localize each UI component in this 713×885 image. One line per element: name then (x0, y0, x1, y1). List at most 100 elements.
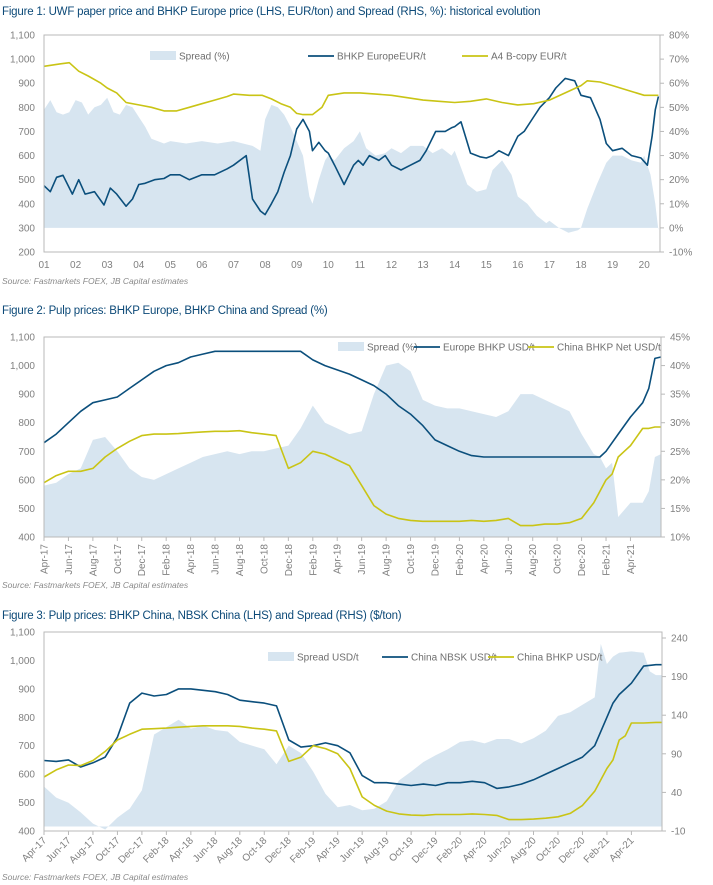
series-line-china-nbsk-usd-t (43, 663, 662, 790)
x-tick-label: Dec-18 (263, 835, 294, 866)
x-tick-label: 14 (449, 260, 461, 271)
x-tick-label: Aug-18 (235, 544, 246, 577)
x-tick-label: 13 (418, 260, 430, 271)
x-tick-label: Oct-17 (113, 544, 124, 574)
x-tick-label: 19 (607, 260, 619, 271)
plot-area-border (43, 631, 663, 832)
x-tick-label: Dec-20 (557, 835, 588, 866)
x-tick-label: 01 (38, 260, 50, 271)
x-tick-label: 09 (291, 260, 303, 271)
figure-3-chart: 400 500 600 700 800 900 1,000 1,100 -10 40 90 140 19… (10, 628, 688, 866)
x-tick-label: 08 (260, 260, 272, 271)
y2-tick-label: 30% (669, 151, 689, 162)
y-tick-label: 600 (18, 151, 35, 162)
x-tick-label: 05 (165, 260, 177, 271)
y-tick-label: 500 (18, 175, 35, 186)
series-area-spread-usd-t (44, 643, 662, 830)
y2-tick-label: 10% (669, 199, 689, 210)
x-tick-label: Feb-19 (308, 544, 319, 576)
y2-tick-label: 90 (671, 749, 683, 760)
x-tick-label: 18 (575, 260, 587, 271)
y-tick-label: 400 (18, 533, 35, 544)
y2-tick-label: 10% (670, 533, 690, 544)
x-tick-label: 12 (386, 260, 398, 271)
x-tick-label: Jun-17 (64, 544, 75, 575)
legend-label: Europe BHKP USD/t (443, 343, 535, 354)
x-tick-label: Apr-21 (626, 544, 637, 574)
y2-tick-label: -10 (671, 827, 686, 838)
y-tick-label: 700 (18, 127, 35, 138)
series-line-china-bhkp-usd-t (43, 721, 662, 821)
x-tick-label: Apr-18 (167, 835, 196, 864)
x-tick-label: Oct-19 (406, 544, 417, 574)
legend-label: China NBSK USD/t (411, 653, 497, 664)
y2-tick-label: 20% (670, 475, 690, 486)
y-tick-label: 1,000 (10, 361, 35, 372)
series-area-spread (44, 97, 659, 233)
x-tick-label: Apr-18 (186, 544, 197, 574)
x-tick-label: Apr-17 (20, 835, 49, 864)
series-line-a4-b-copy-eur-t (43, 61, 659, 116)
y2-tick-label: 140 (671, 711, 688, 722)
x-tick-label: Aug-20 (508, 835, 539, 866)
y2-tick-label: 50% (669, 103, 689, 114)
x-tick-label: 07 (228, 260, 240, 271)
y2-tick-label: 60% (669, 79, 689, 90)
legend-label: Spread (%) (367, 343, 418, 354)
y2-tick-label: 40% (669, 127, 689, 138)
x-tick-label: 02 (70, 260, 82, 271)
y-tick-label: 200 (18, 248, 35, 259)
legend-label: BHKP EuropeEUR/t (337, 52, 426, 63)
x-tick-label: Apr-19 (333, 544, 344, 574)
legend-label: China BHKP Net USD/t (557, 343, 661, 354)
legend-swatch-spread (268, 652, 294, 661)
y-tick-label: 700 (18, 447, 35, 458)
y-tick-label: 600 (18, 475, 35, 486)
x-tick-label: Feb-19 (288, 835, 318, 865)
x-tick-label: Oct-20 (553, 544, 564, 574)
x-tick-label: Aug-17 (88, 544, 99, 577)
x-tick-label: 06 (196, 260, 208, 271)
y2-tick-label: 0% (669, 223, 684, 234)
y-tick-label: 500 (18, 798, 35, 809)
y-tick-label: 500 (18, 504, 35, 515)
x-tick-label: 11 (355, 260, 366, 271)
x-tick-label: Feb-18 (162, 544, 173, 576)
y-tick-label: 1,100 (10, 628, 35, 639)
y-tick-label: 600 (18, 770, 35, 781)
figure-3-title: Figure 3: Pulp prices: BHKP China, NBSK … (2, 610, 402, 622)
x-tick-label: Apr-20 (461, 835, 490, 864)
x-tick-label: Feb-18 (141, 835, 171, 865)
figure-2-source: Source: Fastmarkets FOEX, JB Capital est… (2, 580, 189, 590)
y-tick-label: 900 (18, 684, 35, 695)
y2-tick-label: 240 (671, 634, 688, 645)
x-tick-label: 16 (512, 260, 524, 271)
plot-area-border (43, 34, 661, 253)
x-tick-label: Apr-19 (314, 835, 343, 864)
x-tick-label: 20 (639, 260, 651, 271)
y2-tick-label: 45% (670, 333, 690, 344)
x-tick-label: 17 (544, 260, 556, 271)
x-tick-label: Feb-21 (602, 544, 613, 576)
y-tick-label: 400 (18, 199, 35, 210)
figure-1-chart: 200 300 400 500 600 700 800 900 1,000 1,100 -10% 0%… (10, 31, 692, 272)
y2-tick-label: 25% (670, 447, 690, 458)
y2-tick-label: 70% (669, 55, 689, 66)
x-tick-label: Feb-20 (455, 544, 466, 576)
y-tick-label: 900 (18, 79, 35, 90)
legend-label: A4 B-copy EUR/t (491, 52, 567, 63)
x-tick-label: Dec-18 (284, 544, 295, 577)
x-tick-label: 15 (481, 260, 493, 271)
y-tick-label: 300 (18, 223, 35, 234)
series-area-spread (44, 362, 661, 537)
series-line-bhkp-europeeur-t (43, 77, 660, 216)
series-line-china-bhkp-net-usd-t (43, 426, 661, 527)
x-tick-label: Jun-20 (504, 544, 515, 575)
series-line-europe-bhkp-usd-t (43, 350, 662, 458)
legend-swatch-spread (338, 342, 364, 351)
plot-area-border (43, 336, 662, 538)
y2-tick-label: 40% (670, 361, 690, 372)
figure-1-source: Source: Fastmarkets FOEX, JB Capital est… (2, 276, 189, 286)
y-tick-label: 1,100 (10, 333, 35, 344)
y-tick-label: 800 (18, 103, 35, 114)
